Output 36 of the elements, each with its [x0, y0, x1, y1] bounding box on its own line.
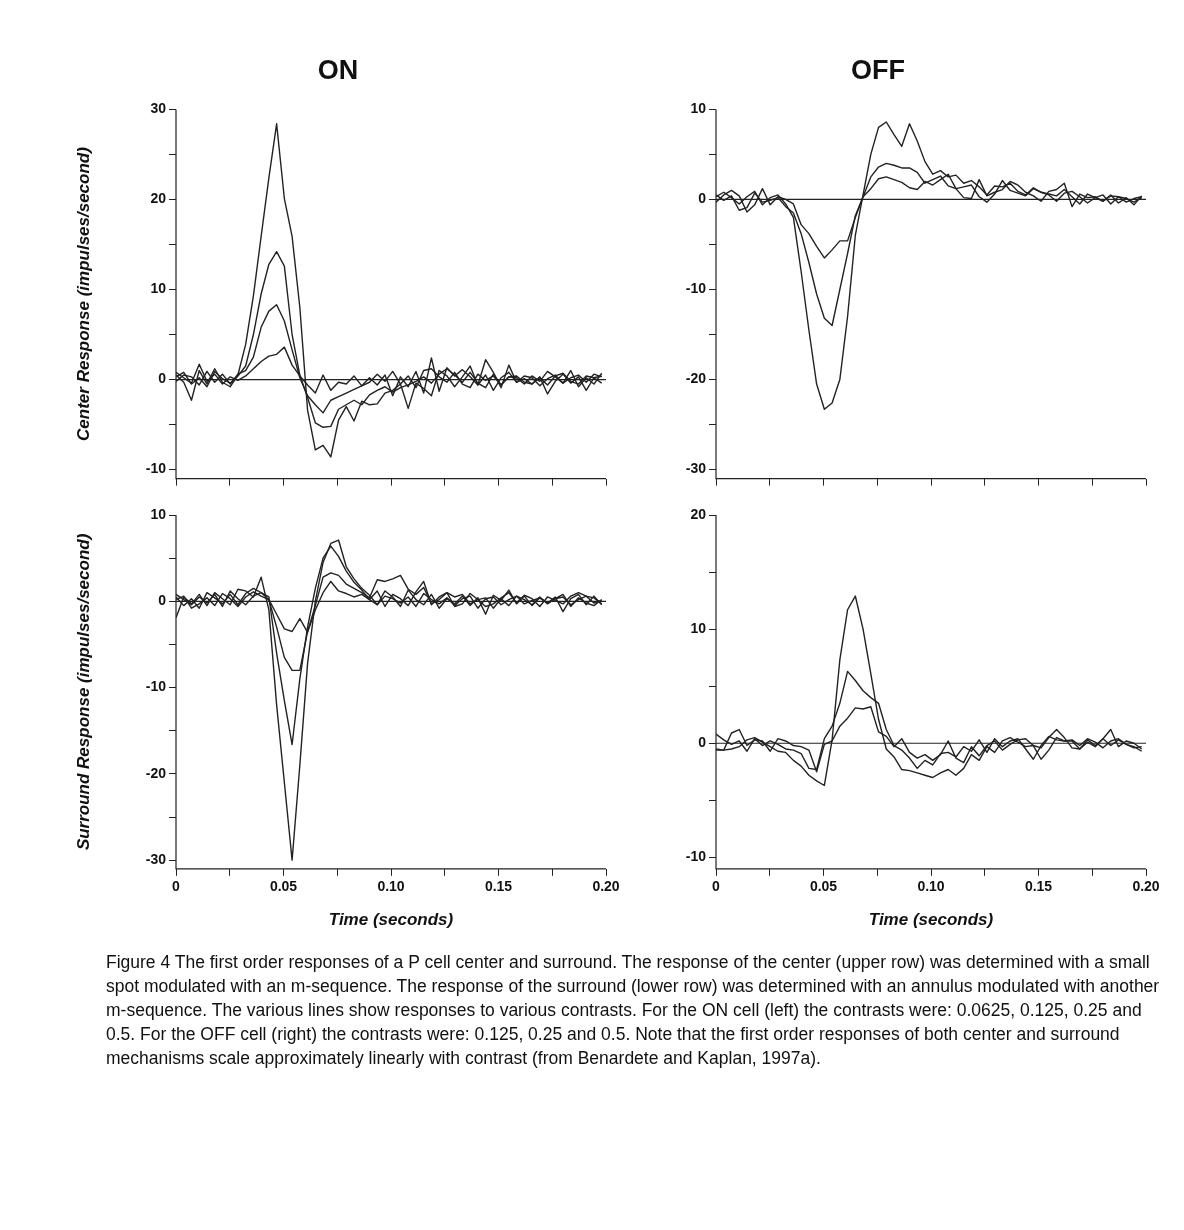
y-axis-title: Surround Response (impulses/second) — [73, 533, 93, 851]
y-tick-label: -20 — [145, 764, 167, 781]
y-tick-label: -10 — [145, 678, 167, 695]
y-tick-label: 30 — [150, 100, 167, 117]
x-tick-label: 0.10 — [917, 878, 945, 895]
y-tick-label: 10 — [150, 280, 167, 297]
y-tick-label: -20 — [685, 370, 707, 387]
x-axis-title: Time (seconds) — [328, 910, 454, 930]
x-axis-title: Time (seconds) — [868, 910, 994, 930]
y-tick-label: 10 — [690, 100, 707, 117]
x-tick-label: 0 — [172, 878, 181, 895]
y-tick-label: -30 — [685, 460, 707, 477]
y-tick-label: 0 — [158, 592, 167, 609]
y-tick-label: 20 — [690, 505, 707, 522]
x-tick-label: 0.15 — [1024, 878, 1053, 895]
chart-title: ON — [317, 54, 359, 85]
y-tick-label: 10 — [690, 619, 707, 636]
y-tick-label: -10 — [685, 848, 707, 865]
x-tick-label: 0.20 — [1132, 878, 1160, 895]
x-tick-label: 0.05 — [269, 878, 298, 895]
y-tick-label: -10 — [145, 460, 167, 477]
y-tick-label: 20 — [150, 190, 167, 207]
caption: Figure 4 The first order responses of a P cell center and surround. The response of the center (upper row) was determined with a small spot modulated with an m-sequence. The response of the surround (lower row) was determined with an annulus modulated with another m-sequence. The various lines show responses to various contrasts. For the ON cell (left) the contrasts were: 0.0625, 0.125, 0.25 and 0.5. For the OFF cell (right) the contrasts were: 0.125, 0.25 and 0.5. Note that the first order responses of both center and surround mechanisms scale approximately linearly with contrast (from Benardete and Kaplan, 1997a). — [106, 951, 1161, 1070]
y-tick-label: 0 — [698, 734, 707, 751]
x-tick-label: 0.15 — [484, 878, 513, 895]
x-tick-label: 0.05 — [809, 878, 838, 895]
x-tick-label: 0.10 — [377, 878, 405, 895]
y-tick-label: -10 — [685, 280, 707, 297]
y-tick-label: 0 — [158, 370, 167, 387]
y-tick-label: 10 — [150, 505, 167, 522]
y-tick-label: -30 — [145, 851, 167, 868]
chart-title: OFF — [851, 54, 905, 85]
y-axis-title: Center Response (impulses/second) — [73, 146, 93, 441]
x-tick-label: 0 — [712, 878, 721, 895]
x-tick-label: 0.20 — [592, 878, 620, 895]
y-tick-label: 0 — [698, 190, 707, 207]
